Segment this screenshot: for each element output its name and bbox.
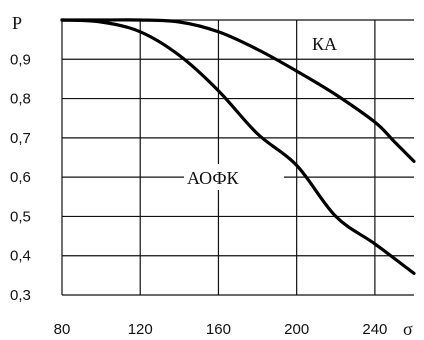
y-tick-labels: 0,3 0,4 0,5 0,6 0,7 0,8 0,9 bbox=[10, 51, 31, 304]
series-label-aofk: АОФК bbox=[187, 168, 240, 188]
y-tick-label: 0,9 bbox=[10, 51, 31, 68]
series-label-bg-ka bbox=[308, 28, 352, 56]
series-label-bg-aofk bbox=[184, 164, 284, 190]
x-tick-label: 200 bbox=[284, 321, 309, 338]
x-tick-labels: 80 120 160 200 240 bbox=[54, 321, 388, 338]
y-axis-label: P bbox=[12, 13, 22, 33]
x-tick-label: 240 bbox=[362, 321, 387, 338]
series-line-1 bbox=[60, 18, 416, 275]
series bbox=[60, 18, 416, 275]
x-axis-label: σ bbox=[403, 319, 413, 339]
y-tick-label: 0,6 bbox=[10, 169, 31, 186]
y-tick-label: 0,4 bbox=[10, 248, 31, 265]
series-line-0 bbox=[60, 18, 416, 163]
y-tick-label: 0,3 bbox=[10, 287, 31, 304]
x-tick-label: 120 bbox=[128, 321, 153, 338]
series-label-ka: КА bbox=[312, 34, 337, 54]
grid bbox=[61, 19, 414, 296]
y-tick-label: 0,8 bbox=[10, 91, 31, 108]
y-tick-label: 0,5 bbox=[10, 208, 31, 225]
y-tick-label: 0,7 bbox=[10, 130, 31, 147]
x-tick-label: 160 bbox=[206, 321, 231, 338]
x-tick-label: 80 bbox=[54, 321, 71, 338]
